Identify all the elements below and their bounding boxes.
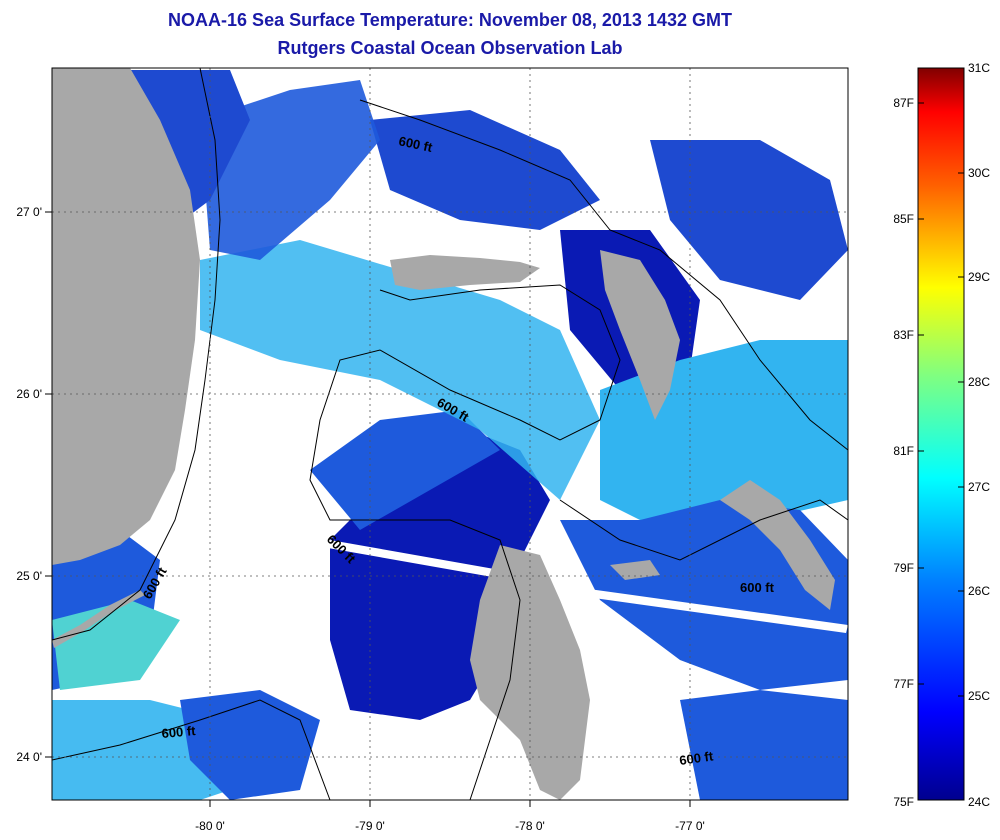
- lon-tick-label: -80 0': [195, 819, 225, 833]
- colorbar-celsius-label: 29C: [968, 270, 990, 284]
- sst-deep-water-tongue: [310, 410, 500, 530]
- contour-tongue-east: [559, 499, 848, 561]
- colorbar-fahrenheit-label: 87F: [893, 96, 914, 110]
- colorbar-gradient: [917, 67, 965, 801]
- colorbar-fahrenheit-label: 83F: [893, 328, 914, 342]
- colorbar-celsius-label: 25C: [968, 689, 990, 703]
- land-andros: [470, 545, 590, 800]
- colorbar-fahrenheit-label: 81F: [893, 444, 914, 458]
- sst-gulf-stream-band: [200, 240, 600, 500]
- land-eleuthera: [720, 480, 835, 610]
- sst-field: [52, 70, 848, 800]
- contour-label-east: 600 ft: [740, 580, 775, 595]
- lon-tick-label: -78 0': [515, 819, 545, 833]
- contour-south: [52, 699, 331, 800]
- isobath-contours: [52, 68, 848, 800]
- land-grand-bahama: [390, 255, 540, 290]
- land-abaco: [600, 250, 680, 420]
- lat-tick-label: 24 0': [16, 750, 42, 764]
- colorbar-ticks: [918, 67, 964, 801]
- map-subtitle: Rutgers Coastal Ocean Observation Lab: [277, 38, 623, 58]
- colorbar-celsius-label: 26C: [968, 584, 990, 598]
- temperature-colorbar: 31C 30C 29C 28C 27C 26C 25C 24C 87F 85F …: [893, 61, 990, 809]
- colorbar-celsius-label: 31C: [968, 61, 990, 75]
- colorbar-celsius-label: 30C: [968, 166, 990, 180]
- colorbar-celsius-label: 27C: [968, 480, 990, 494]
- lat-tick-label: 26 0': [16, 387, 42, 401]
- colorbar-celsius-label: 24C: [968, 795, 990, 809]
- lon-tick-label: -79 0': [355, 819, 385, 833]
- colorbar-fahrenheit-label: 79F: [893, 561, 914, 575]
- contour-label-southeast: 600 ft: [678, 748, 714, 768]
- land-masses: [52, 68, 835, 800]
- map-canvas: 600 ft 600 ft 600 ft 600 ft 600 ft 600 f…: [52, 68, 848, 800]
- land-new-providence: [610, 560, 660, 580]
- sst-southeast: [560, 500, 848, 690]
- lat-tick-label: 25 0': [16, 569, 42, 583]
- sst-southeast-corner: [680, 690, 848, 800]
- sst-northeast: [650, 140, 848, 300]
- contour-label-south: 600 ft: [161, 723, 197, 741]
- contour-bahama-bank: [309, 284, 621, 800]
- colorbar-celsius-label: 28C: [968, 375, 990, 389]
- land-florida: [52, 68, 200, 565]
- sst-north-bahamas: [370, 110, 600, 230]
- contour-label-north: 600 ft: [397, 133, 434, 155]
- cloud-streak-west: [328, 540, 500, 578]
- sst-south-blue: [180, 690, 320, 800]
- colorbar-fahrenheit-label: 85F: [893, 212, 914, 226]
- cloud-streak-east: [558, 585, 848, 633]
- cloud-streaks: [328, 540, 848, 633]
- colorbar-fahrenheit-label: 77F: [893, 677, 914, 691]
- map-title: NOAA-16 Sea Surface Temperature: Novembe…: [168, 10, 732, 30]
- map-frame: [51, 67, 849, 801]
- contour-florida-shelf: [52, 68, 221, 641]
- contour-little-bahama: [359, 99, 848, 451]
- lat-tick-label: 27 0': [16, 205, 42, 219]
- graticule: [52, 68, 848, 800]
- frame-ticks: [45, 211, 691, 807]
- colorbar-fahrenheit-label: 75F: [893, 795, 914, 809]
- lon-tick-label: -77 0': [675, 819, 705, 833]
